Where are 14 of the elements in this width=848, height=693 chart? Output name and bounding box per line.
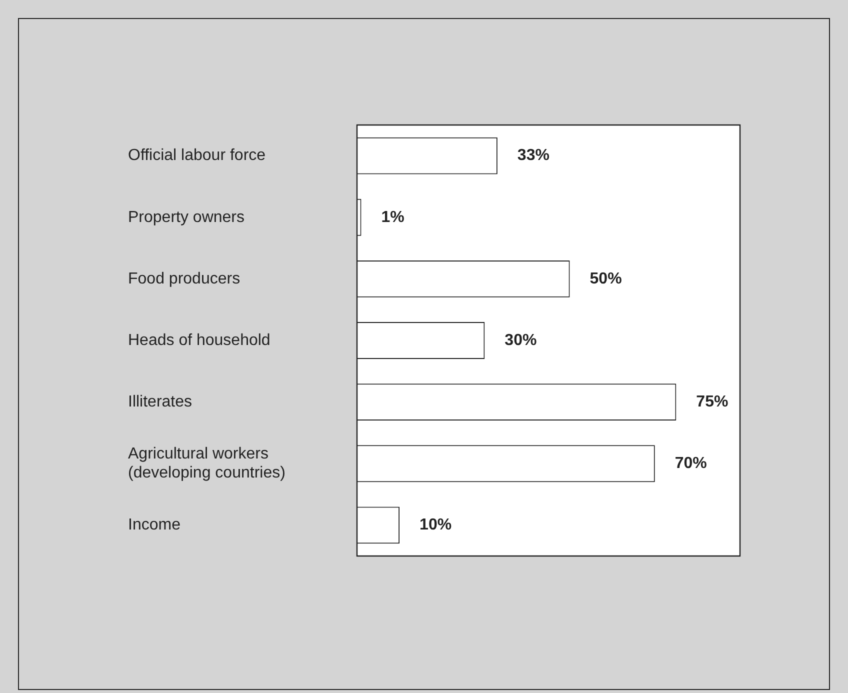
y-tick-label: Heads of household: [128, 332, 270, 349]
y-tick-label: Official labour force: [128, 147, 266, 164]
data-label: 75%: [696, 393, 728, 410]
data-label: 50%: [590, 270, 622, 288]
data-label: 30%: [504, 332, 537, 349]
y-tick-label: Property owners: [128, 208, 244, 226]
y-tick-label: Agricultural workers (developing countries): [128, 445, 286, 482]
data-label: 33%: [517, 147, 550, 164]
data-label: 10%: [420, 516, 452, 534]
data-label: 70%: [674, 455, 707, 472]
data-label: 1%: [381, 208, 404, 226]
y-tick-label: Illiterates: [128, 393, 192, 410]
y-tick-label: Food producers: [128, 270, 240, 288]
y-tick-label: Income: [128, 516, 181, 534]
